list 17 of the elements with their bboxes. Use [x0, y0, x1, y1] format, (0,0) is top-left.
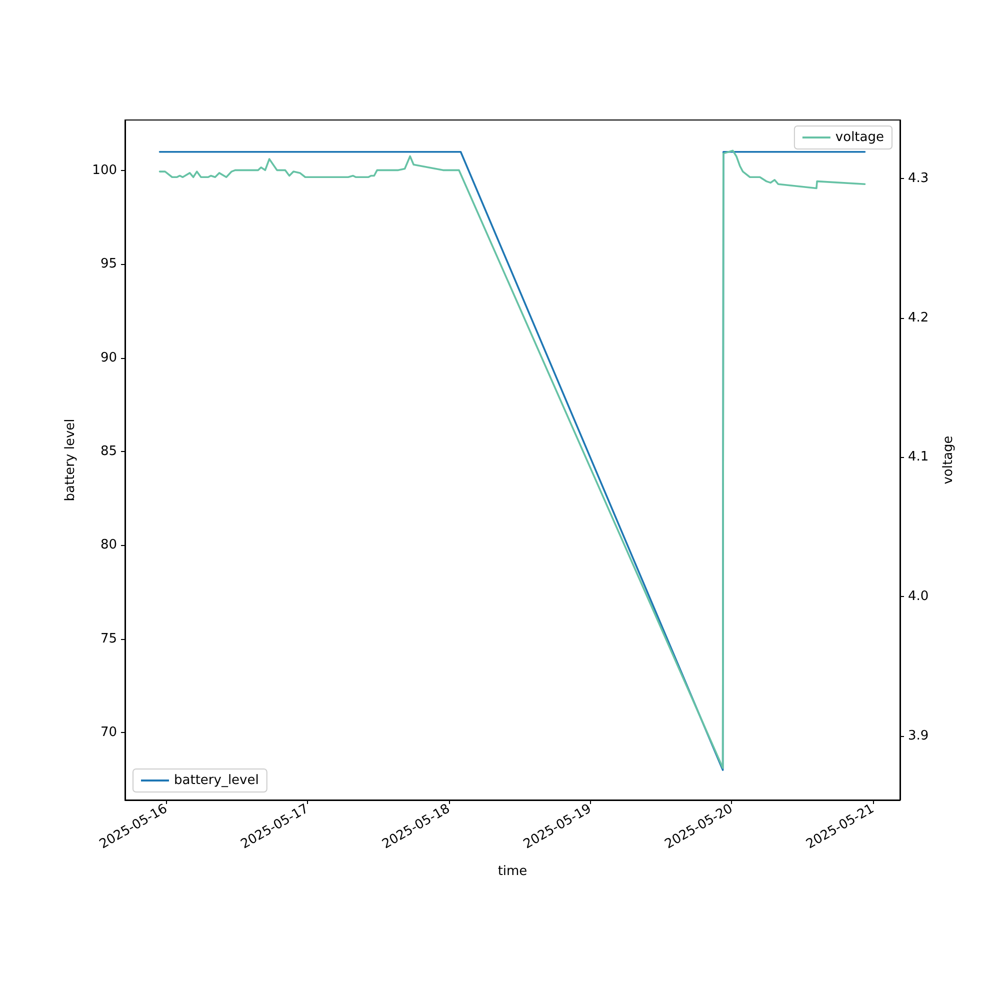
y2-tick-label: 4.3	[908, 171, 929, 186]
y2-tick-label: 4.0	[908, 589, 929, 604]
legend-label: battery_level	[174, 773, 259, 788]
legend-label: voltage	[835, 130, 884, 145]
y-tick-label: 90	[100, 350, 117, 366]
y-tick-label: 95	[100, 256, 117, 272]
y-tick-label: 75	[100, 631, 117, 646]
x-axis-title: time	[498, 864, 528, 879]
y-tick-label: 85	[100, 444, 117, 460]
y2-axis-title: voltage	[941, 436, 956, 484]
y-tick-label: 70	[100, 725, 117, 740]
y-tick-label: 80	[100, 538, 117, 553]
y2-tick-label: 3.9	[908, 728, 929, 744]
y2-tick-label: 4.1	[908, 450, 929, 465]
y2-tick-label: 4.2	[908, 310, 929, 326]
y-axis-title: battery level	[63, 418, 78, 502]
y-tick-label: 100	[92, 163, 117, 178]
